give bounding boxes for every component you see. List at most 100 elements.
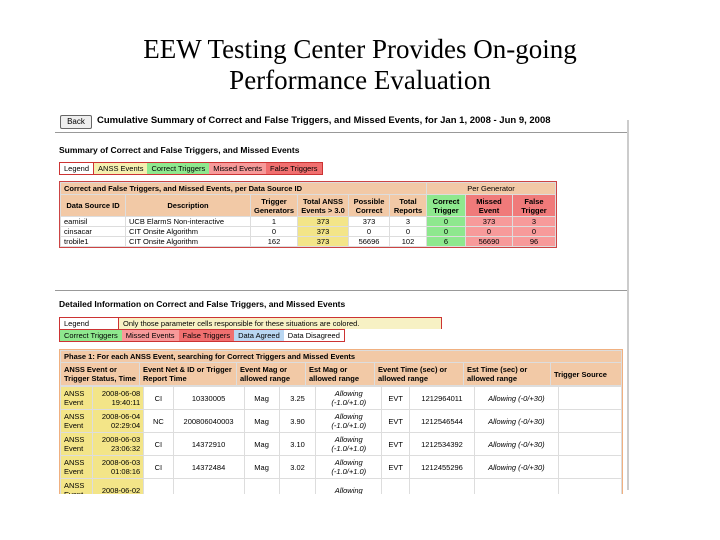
- cell-anss-label: ANSS Event: [59, 409, 94, 433]
- cell-source-id: trobile1: [60, 236, 126, 247]
- cell-anss-label: ANSS Event: [59, 432, 94, 456]
- col-event-mag: Event Mag or allowed range: [236, 362, 306, 386]
- cell-total-reports: 3: [389, 216, 428, 227]
- cell-missed-event: 0: [465, 226, 514, 237]
- cell-trigger-source: [557, 455, 623, 479]
- cell-anss-time: 2008-06-08 19:40:11: [92, 386, 145, 410]
- cell-evt-label: [381, 478, 411, 494]
- cell-possible-correct: 56696: [348, 236, 391, 247]
- summary-heading: Summary of Correct and False Triggers, a…: [59, 145, 300, 155]
- detailed-heading: Detailed Information on Correct and Fals…: [59, 299, 346, 309]
- cell-event-time: 1212534392: [409, 432, 475, 456]
- col-missed-event: Missed Event: [465, 194, 514, 217]
- cell-net: CI: [143, 455, 174, 479]
- cell-time-range: [473, 478, 559, 494]
- cell-event-id: 200806040003: [172, 409, 245, 433]
- cell-mag-value: 3.25: [278, 386, 317, 410]
- cell-event-id: 14372910: [172, 432, 245, 456]
- col-event-time: Event Time (sec) or allowed range: [374, 362, 464, 386]
- cell-mag-value: 3.90: [278, 409, 317, 433]
- phase-table: Phase 1: For each ANSS Event, searching …: [60, 350, 622, 386]
- col-false-trigger: False Trigger: [512, 194, 557, 217]
- cell-event-id: 10330005: [172, 386, 245, 410]
- cell-trigger-generators: 162: [249, 236, 299, 247]
- legend-label: Legend: [60, 318, 119, 329]
- cell-missed-event: 373: [465, 216, 514, 227]
- screenshot-panel: Back Cumulative Summary of Correct and F…: [55, 112, 629, 494]
- cell-description: CIT Onsite Algorithm: [125, 226, 251, 237]
- table-row: ANSS Event 2008-06-03 01:08:16 CI 14372484 M…: [59, 455, 623, 479]
- legend-note: Only those parameter cells responsible f…: [119, 318, 441, 329]
- cell-total-anss: 373: [297, 236, 350, 247]
- cell-mag-range: Allowing (-1.0/+1.0): [315, 432, 383, 456]
- cell-mag-range: Allowing: [315, 478, 383, 494]
- legend-missed-events: Missed Events: [209, 163, 267, 174]
- cell-false-trigger: 3: [512, 216, 557, 227]
- cell-mag-label: Mag: [243, 386, 280, 410]
- cell-anss-label: ANSS Event: [59, 455, 94, 479]
- summary-table-box: Correct and False Triggers, and Missed E…: [59, 181, 558, 248]
- cell-description: CIT Onsite Algorithm: [125, 236, 251, 247]
- cell-trigger-source: [557, 478, 623, 494]
- cell-missed-event: 56690: [465, 236, 514, 247]
- slide-title-line2: Performance Evaluation: [229, 65, 491, 95]
- detailed-legend-row1: Legend Only those parameter cells respon…: [59, 317, 442, 329]
- col-event-net-id: Event Net & ID or Trigger Report Time: [139, 362, 237, 386]
- cell-anss-time: 2008-06-02: [92, 478, 145, 494]
- legend-label: Legend: [60, 163, 95, 174]
- table-row: ANSS Event 2008-06-03 23:06:32 CI 14372910 M…: [59, 432, 623, 456]
- phase-table-box: Phase 1: For each ANSS Event, searching …: [59, 349, 623, 494]
- cell-anss-time: 2008-06-03 23:06:32: [92, 432, 145, 456]
- cell-evt-label: EVT: [381, 409, 411, 433]
- scrollbar[interactable]: [627, 120, 629, 490]
- page-title: Cumulative Summary of Correct and False …: [97, 115, 551, 126]
- col-trigger-generators: Trigger Generators: [249, 194, 299, 217]
- legend-data-disagreed: Data Disagreed: [283, 330, 344, 341]
- cell-trigger-generators: 0: [249, 226, 299, 237]
- legend-correct-triggers: Correct Triggers: [60, 330, 122, 341]
- cell-time-range: Allowing (-0/+30): [473, 455, 559, 479]
- cell-mag-value: 3.02: [278, 455, 317, 479]
- cell-net: [143, 478, 174, 494]
- cell-event-time: 1212546544: [409, 409, 475, 433]
- table-row: trobile1 CIT Onsite Algorithm 162 373 56…: [60, 236, 557, 247]
- cell-event-time: [409, 478, 475, 494]
- detailed-legend-row2: Correct Triggers Missed Events False Tri…: [59, 329, 345, 342]
- cell-total-anss: 373: [297, 216, 350, 227]
- cell-net: NC: [143, 409, 174, 433]
- cell-mag-range: Allowing (-1.0/+1.0): [315, 455, 383, 479]
- legend-data-agreed: Data Agreed: [234, 330, 284, 341]
- cell-mag-value: [278, 478, 317, 494]
- summary-table: Correct and False Triggers, and Missed E…: [59, 182, 557, 247]
- col-trigger-source: Trigger Source: [550, 362, 622, 386]
- cell-correct-trigger: 0: [426, 216, 467, 227]
- cell-net: CI: [143, 432, 174, 456]
- cell-source-id: eamisil: [60, 216, 126, 227]
- table-row: ANSS Event 2008-06-04 02:29:04 NC 200806040…: [59, 409, 623, 433]
- cell-anss-time: 2008-06-04 02:29:04: [92, 409, 145, 433]
- cell-false-trigger: 96: [512, 236, 557, 247]
- table-row: eamisil UCB ElarmS Non-interactive 1 373…: [60, 216, 557, 227]
- divider: [55, 290, 629, 291]
- col-correct-trigger: Correct Trigger: [426, 194, 467, 217]
- col-est-mag: Est Mag or allowed range: [305, 362, 375, 386]
- cell-correct-trigger: 6: [426, 236, 467, 247]
- cell-trigger-source: [557, 432, 623, 456]
- back-button[interactable]: Back: [60, 115, 92, 129]
- slide-title-line1: EEW Testing Center Provides On-going: [143, 34, 577, 64]
- cell-evt-label: EVT: [381, 455, 411, 479]
- col-est-time: Est Time (sec) or allowed range: [463, 362, 551, 386]
- cell-total-anss: 373: [297, 226, 350, 237]
- cell-possible-correct: 373: [348, 216, 391, 227]
- cell-trigger-source: [557, 386, 623, 410]
- summary-legend: Legend ANSS Events Correct Triggers Miss…: [59, 162, 323, 175]
- cell-trigger-source: [557, 409, 623, 433]
- phase-rows: ANSS Event 2008-06-08 19:40:11 CI 10330005 M…: [59, 386, 623, 494]
- col-data-source-id: Data Source ID: [60, 194, 126, 217]
- cell-anss-time: 2008-06-03 01:08:16: [92, 455, 145, 479]
- cell-mag-label: Mag: [243, 432, 280, 456]
- slide-title: EEW Testing Center Provides On-going Per…: [0, 34, 720, 96]
- cell-trigger-generators: 1: [249, 216, 299, 227]
- cell-anss-label: ANSS Event: [59, 386, 94, 410]
- col-description: Description: [125, 194, 251, 217]
